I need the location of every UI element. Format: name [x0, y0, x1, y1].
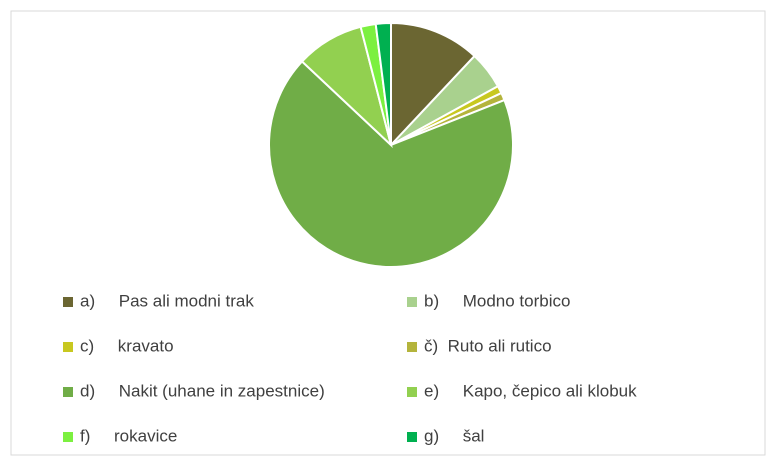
legend-label: c) kravato	[80, 336, 174, 355]
legend-swatch	[63, 432, 73, 442]
pie-slice	[268, 60, 514, 268]
legend-swatch	[407, 297, 417, 307]
legend-swatch	[63, 342, 73, 352]
legend-swatch	[407, 432, 417, 442]
legend-label: č) Ruto ali rutico	[424, 336, 552, 355]
legend-swatch	[63, 387, 73, 397]
legend-label: e) Kapo, čepico ali klobuk	[424, 381, 637, 400]
legend-swatch	[63, 297, 73, 307]
legend-swatch	[407, 342, 417, 352]
legend-label: g) šal	[424, 426, 484, 445]
pie-slice	[374, 21, 392, 146]
legend-label: b) Modno torbico	[424, 291, 570, 310]
pie-slice	[390, 21, 476, 148]
legend-label: f) rokavice	[80, 426, 177, 445]
legend-swatch	[407, 387, 417, 397]
legend-label: a) Pas ali modni trak	[80, 291, 254, 310]
legend-label: d) Nakit (uhane in zapestnice)	[80, 381, 325, 400]
